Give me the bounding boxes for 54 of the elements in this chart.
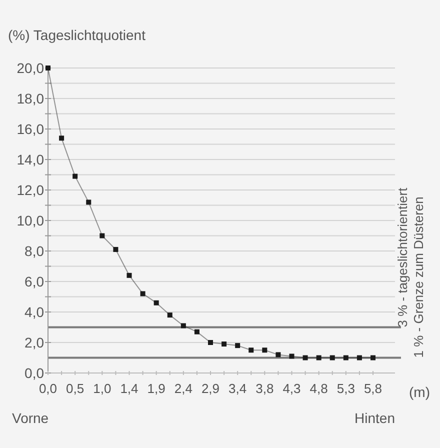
- point: [194, 329, 200, 334]
- point: [100, 233, 105, 238]
- point: [208, 340, 213, 345]
- point: [316, 355, 322, 360]
- y-tick-label: 18,0: [16, 90, 44, 106]
- text: Hinten: [354, 410, 395, 426]
- point: [222, 342, 227, 347]
- point: [86, 200, 92, 205]
- y-tick-label: 12,0: [16, 182, 44, 198]
- point: [356, 355, 362, 360]
- y-tick-label: 4,0: [24, 304, 44, 320]
- y-tick-label: 20,0: [16, 60, 44, 76]
- point: [59, 136, 64, 141]
- y-axis-title: (%) Tageslichtquotient: [8, 27, 146, 43]
- point: [113, 246, 118, 252]
- point: [276, 352, 281, 358]
- y-tick-label: 2,0: [24, 334, 44, 350]
- y-tick-label: 14,0: [16, 151, 44, 168]
- y-tick-label: 10,0: [16, 212, 44, 228]
- point: [248, 348, 254, 353]
- x-tick-label: 2,9: [201, 381, 220, 396]
- x-tick-label: 3,4: [228, 381, 247, 396]
- y-tick-label: 16,0: [16, 120, 44, 137]
- x-tick-label: 4,3: [282, 381, 301, 396]
- text: Vorne: [12, 410, 49, 426]
- ref-line-label: 3 % - tageslichtorientiert: [395, 187, 410, 328]
- x-tick-label: 1,9: [147, 381, 166, 396]
- point: [302, 355, 308, 360]
- point: [180, 323, 186, 328]
- x-tick-label: 0,5: [66, 381, 84, 396]
- x-tick-label: 2,4: [174, 381, 192, 396]
- point: [370, 355, 376, 360]
- point: [126, 272, 132, 278]
- y-tick-label: 0,0: [24, 364, 44, 381]
- point: [343, 355, 348, 360]
- x-tick-label: 3,8: [256, 381, 274, 396]
- x-tick-label: 1,4: [120, 381, 138, 396]
- point: [140, 291, 146, 296]
- point: [72, 174, 78, 179]
- y-tick-label: 8,0: [24, 242, 44, 259]
- x-tick-label: 1,0: [93, 381, 112, 396]
- point: [289, 354, 294, 359]
- x-tick-label: 5,8: [364, 381, 382, 396]
- x-tick-label: 5,3: [336, 381, 355, 396]
- point: [262, 348, 268, 353]
- point: [235, 343, 240, 348]
- point: [330, 355, 335, 360]
- x-tick-label: 0,0: [38, 381, 58, 396]
- y-tick-label: 6,0: [24, 273, 44, 290]
- ref-line-label: 1 % - Grenze zum Düsteren: [411, 196, 426, 358]
- x-axis-title: (m): [409, 384, 430, 400]
- point: [154, 300, 159, 306]
- x-tick-label: 4,8: [310, 381, 328, 396]
- point: [167, 312, 172, 318]
